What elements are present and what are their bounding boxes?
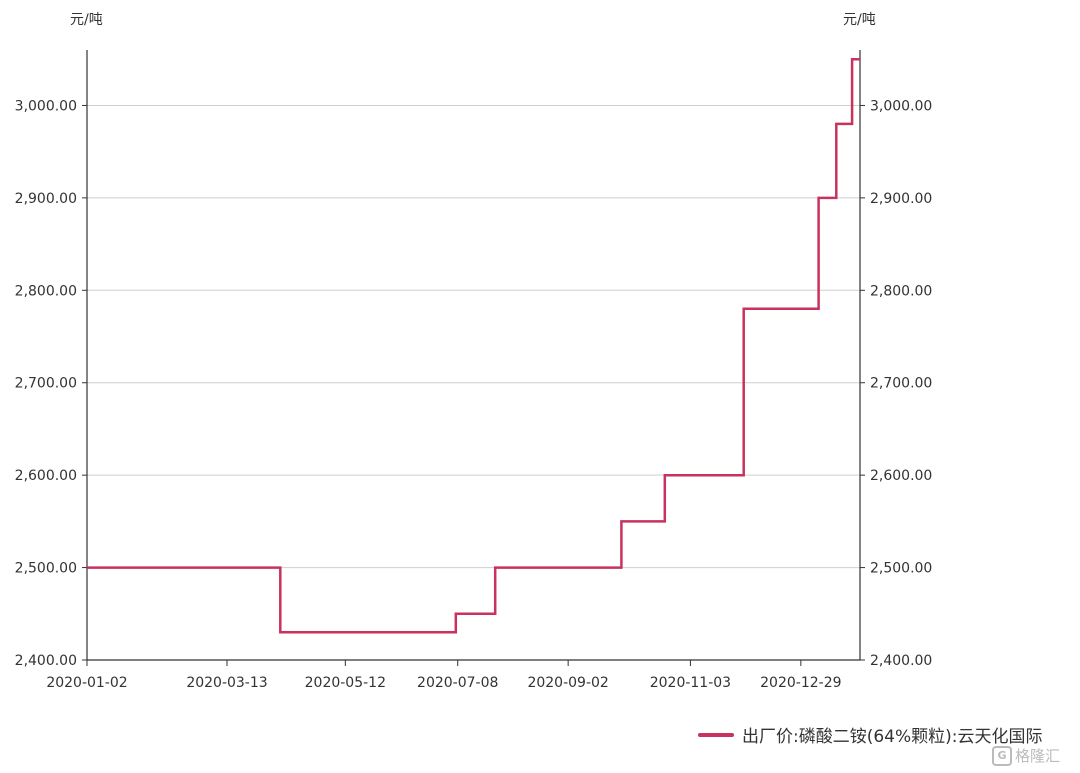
x-tick-label: 2020-07-08 — [417, 675, 498, 691]
y-tick-label-right: 2,800.00 — [870, 283, 932, 299]
x-tick-label: 2020-11-03 — [650, 675, 731, 691]
y-tick-label-left: 2,600.00 — [15, 468, 77, 484]
legend: 出厂价:磷酸二铵(64%颗粒):云天化国际 — [698, 722, 1043, 747]
y-tick-label-left: 2,800.00 — [15, 283, 77, 299]
y-tick-label-left: 3,000.00 — [15, 98, 77, 114]
y-tick-label-right: 3,000.00 — [870, 98, 932, 114]
x-tick-label: 2020-01-02 — [46, 675, 127, 691]
y-tick-label-right: 2,500.00 — [870, 561, 932, 577]
watermark-logo-icon: G — [992, 745, 1012, 766]
y-tick-label-left: 2,900.00 — [15, 191, 77, 207]
series-layer — [87, 57, 860, 634]
series-line — [87, 57, 860, 634]
x-tick-label: 2020-09-02 — [527, 675, 608, 691]
y-axis-left-ticks: 2,400.00 2,500.00 2,600.00 2,700.00 2,800.00… — [15, 98, 77, 669]
watermark: G 格隆汇 — [992, 745, 1060, 766]
y-tick-label-right: 2,900.00 — [870, 191, 932, 207]
x-axis-ticks: 2020-01-02 2020-03-13 2020-05-12 2020-07-08… — [46, 675, 841, 691]
y-tick-label-left: 2,400.00 — [15, 653, 77, 669]
y-axis-right-ticks: 2,400.00 2,500.00 2,600.00 2,700.00 2,800.00… — [870, 98, 932, 669]
y-tick-label-right: 2,400.00 — [870, 653, 932, 669]
x-tick-label: 2020-05-12 — [305, 675, 386, 691]
legend-swatch — [698, 732, 734, 737]
y-tick-label-right: 2,600.00 — [870, 468, 932, 484]
legend-label: 出厂价:磷酸二铵(64%颗粒):云天化国际 — [742, 727, 1043, 747]
x-tick-label: 2020-12-29 — [760, 675, 841, 691]
watermark-text: 格隆汇 — [1015, 747, 1061, 765]
y-axis-right-unit: 元/吨 — [843, 12, 876, 28]
axes — [82, 50, 865, 666]
y-tick-label-left: 2,500.00 — [15, 561, 77, 577]
y-tick-label-right: 2,700.00 — [870, 376, 932, 392]
y-axis-left-unit: 元/吨 — [70, 12, 103, 28]
y-tick-label-left: 2,700.00 — [15, 376, 77, 392]
x-tick-label: 2020-03-13 — [186, 675, 267, 691]
